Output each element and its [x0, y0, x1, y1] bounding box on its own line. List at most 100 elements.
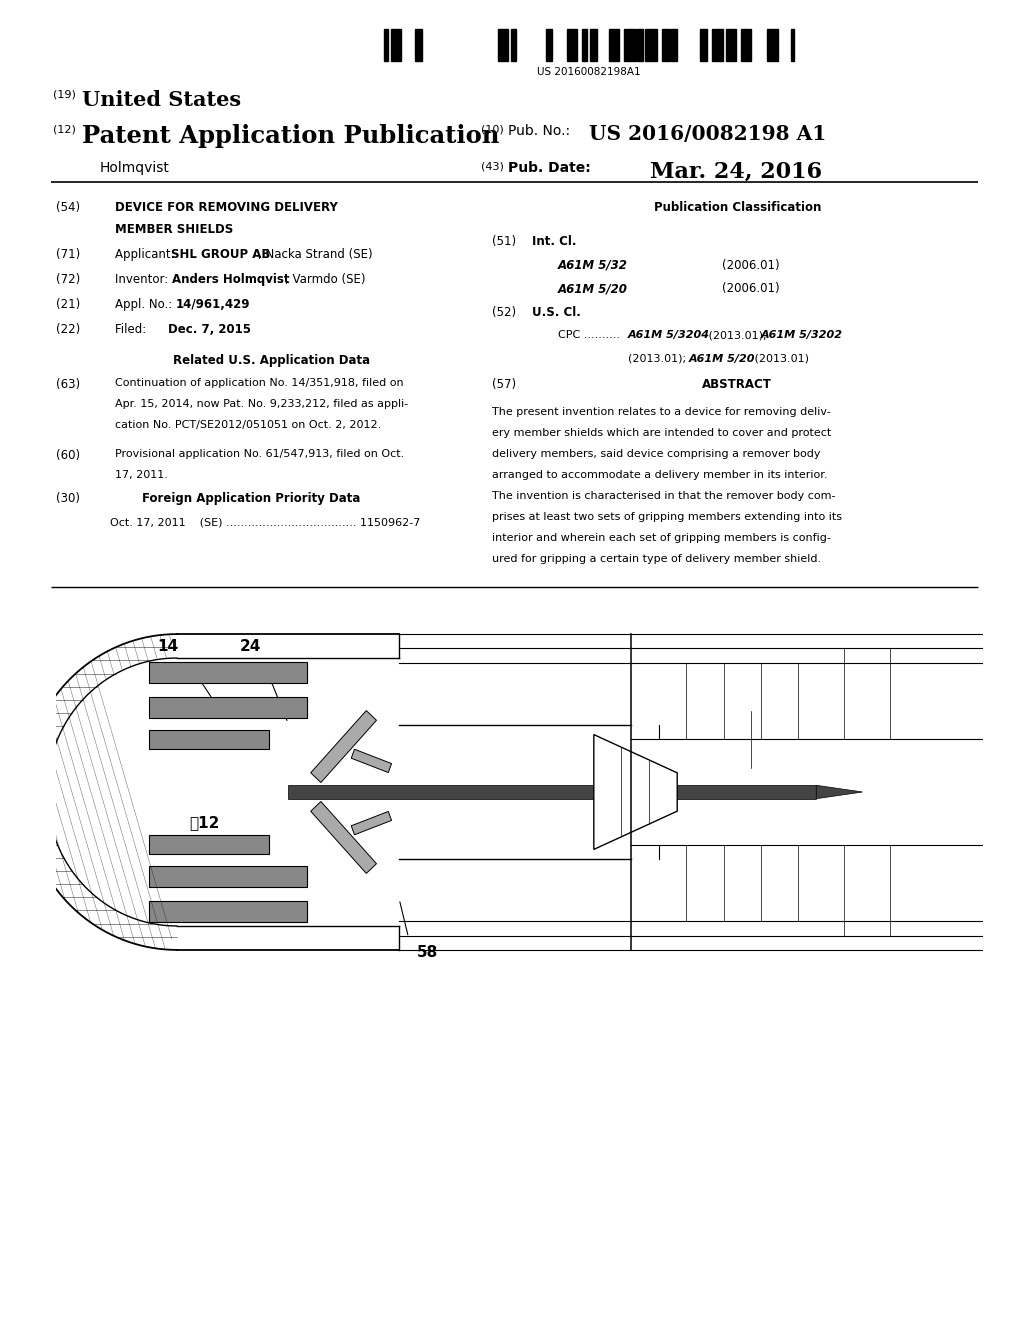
Text: CPC ..........: CPC ..........	[558, 330, 624, 341]
Text: (19): (19)	[53, 90, 76, 100]
Text: Inventor:: Inventor:	[115, 273, 175, 286]
Polygon shape	[351, 812, 391, 834]
Text: 17, 2011.: 17, 2011.	[115, 470, 168, 480]
Polygon shape	[816, 785, 862, 799]
Text: (60): (60)	[56, 449, 81, 462]
Text: 14: 14	[157, 639, 178, 653]
Text: Int. Cl.: Int. Cl.	[532, 235, 577, 248]
Bar	[609, 29, 620, 61]
Text: (12): (12)	[53, 124, 76, 135]
Polygon shape	[351, 750, 391, 772]
Text: A61M 5/3204: A61M 5/3204	[628, 330, 710, 341]
Text: SHL GROUP AB: SHL GROUP AB	[171, 248, 270, 261]
Text: (21): (21)	[56, 298, 81, 312]
Bar	[726, 29, 736, 61]
Bar	[700, 29, 708, 61]
Text: A61M 5/32: A61M 5/32	[558, 259, 628, 272]
Text: Anders Holmqvist: Anders Holmqvist	[172, 273, 290, 286]
Bar	[767, 29, 777, 61]
Text: (52): (52)	[492, 306, 516, 319]
Text: (63): (63)	[56, 378, 81, 391]
Text: MEMBER SHIELDS: MEMBER SHIELDS	[115, 223, 232, 236]
Bar	[415, 29, 422, 61]
Bar	[150, 866, 306, 887]
Bar	[150, 661, 306, 682]
Bar	[511, 29, 516, 61]
Text: Oct. 17, 2011    (SE) .................................... 1150962-7: Oct. 17, 2011 (SE) .....................…	[110, 517, 420, 528]
Text: Continuation of application No. 14/351,918, filed on: Continuation of application No. 14/351,9…	[115, 378, 403, 388]
Text: arranged to accommodate a delivery member in its interior.: arranged to accommodate a delivery membe…	[492, 470, 827, 480]
Text: delivery members, said device comprising a remover body: delivery members, said device comprising…	[492, 449, 820, 459]
Bar	[498, 29, 508, 61]
Bar	[150, 697, 306, 718]
Text: US 20160082198A1: US 20160082198A1	[537, 67, 641, 78]
Text: prises at least two sets of gripping members extending into its: prises at least two sets of gripping mem…	[492, 512, 842, 523]
Bar	[740, 29, 752, 61]
Text: (10): (10)	[481, 124, 504, 135]
Text: U.S. Cl.: U.S. Cl.	[532, 306, 582, 319]
Bar	[591, 29, 597, 61]
Text: (2013.01);: (2013.01);	[628, 354, 689, 364]
Bar	[150, 730, 269, 748]
Polygon shape	[310, 801, 377, 874]
Text: Related U.S. Application Data: Related U.S. Application Data	[173, 354, 370, 367]
Text: ery member shields which are intended to cover and protect: ery member shields which are intended to…	[492, 428, 830, 438]
Text: The invention is characterised in that the remover body com-: The invention is characterised in that t…	[492, 491, 835, 502]
Bar	[672, 29, 677, 61]
Bar	[546, 29, 552, 61]
Text: 58: 58	[417, 945, 437, 960]
Polygon shape	[310, 710, 377, 783]
Text: 12: 12	[189, 816, 220, 830]
Text: (72): (72)	[56, 273, 81, 286]
Text: DEVICE FOR REMOVING DELIVERY: DEVICE FOR REMOVING DELIVERY	[115, 201, 338, 214]
Text: Dec. 7, 2015: Dec. 7, 2015	[168, 323, 251, 337]
Text: A61M 5/20: A61M 5/20	[558, 282, 628, 296]
Bar	[150, 836, 269, 854]
Text: (51): (51)	[492, 235, 516, 248]
Text: Filed:: Filed:	[115, 323, 172, 337]
Text: Foreign Application Priority Data: Foreign Application Priority Data	[141, 492, 360, 506]
Text: Pub. No.:: Pub. No.:	[508, 124, 570, 139]
Text: , Varmdo (SE): , Varmdo (SE)	[285, 273, 366, 286]
Text: A61M 5/20: A61M 5/20	[689, 354, 756, 364]
Text: (71): (71)	[56, 248, 81, 261]
Bar	[150, 902, 306, 923]
Text: (2013.01);: (2013.01);	[705, 330, 770, 341]
Text: (43): (43)	[481, 161, 504, 172]
Text: ABSTRACT: ABSTRACT	[702, 378, 772, 391]
Bar	[663, 29, 670, 61]
Text: Provisional application No. 61/547,913, filed on Oct.: Provisional application No. 61/547,913, …	[115, 449, 403, 459]
Text: (2013.01): (2013.01)	[751, 354, 809, 364]
Text: Holmqvist: Holmqvist	[99, 161, 169, 176]
Text: Patent Application Publication: Patent Application Publication	[82, 124, 500, 148]
Bar	[645, 29, 657, 61]
Text: Publication Classification: Publication Classification	[653, 201, 821, 214]
Text: Applicant:: Applicant:	[115, 248, 178, 261]
Text: (2006.01): (2006.01)	[722, 282, 779, 296]
Bar	[288, 785, 816, 799]
Bar	[637, 29, 643, 61]
Text: (57): (57)	[492, 378, 516, 391]
Text: 24: 24	[241, 639, 261, 653]
Bar	[583, 29, 587, 61]
Text: United States: United States	[82, 90, 241, 110]
Text: Apr. 15, 2014, now Pat. No. 9,233,212, filed as appli-: Apr. 15, 2014, now Pat. No. 9,233,212, f…	[115, 399, 408, 409]
Text: Pub. Date:: Pub. Date:	[508, 161, 591, 176]
Bar	[391, 29, 400, 61]
Text: (54): (54)	[56, 201, 81, 214]
Bar	[624, 29, 636, 61]
Polygon shape	[594, 734, 677, 850]
Text: interior and wherein each set of gripping members is config-: interior and wherein each set of grippin…	[492, 533, 830, 544]
Text: cation No. PCT/SE2012/051051 on Oct. 2, 2012.: cation No. PCT/SE2012/051051 on Oct. 2, …	[115, 420, 381, 430]
Text: ured for gripping a certain type of delivery member shield.: ured for gripping a certain type of deli…	[492, 554, 820, 565]
Text: A61M 5/3202: A61M 5/3202	[761, 330, 843, 341]
Bar	[792, 29, 794, 61]
Text: Mar. 24, 2016: Mar. 24, 2016	[650, 161, 822, 183]
Text: US 2016/0082198 A1: US 2016/0082198 A1	[589, 124, 826, 144]
Text: (2006.01): (2006.01)	[722, 259, 779, 272]
Text: Appl. No.:: Appl. No.:	[115, 298, 176, 312]
Bar	[567, 29, 577, 61]
Text: The present invention relates to a device for removing deliv-: The present invention relates to a devic…	[492, 407, 830, 417]
Text: (22): (22)	[56, 323, 81, 337]
Text: 14/961,429: 14/961,429	[176, 298, 251, 312]
